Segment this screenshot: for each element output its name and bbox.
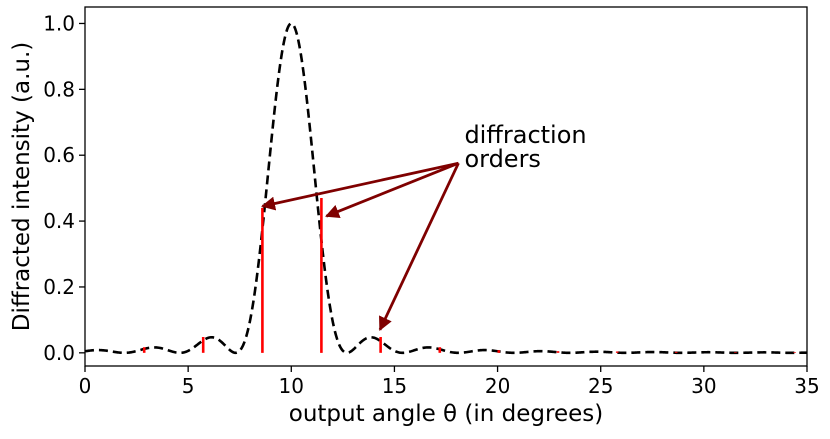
x-axis-label: output angle θ (in degrees) bbox=[289, 401, 604, 427]
annotation-arrow-2 bbox=[325, 161, 459, 218]
annotation-text: diffraction orders bbox=[464, 121, 586, 173]
plot-area: 0 5 10 15 20 25 30 35 0.0 0.2 0.4 0.6 0.8 1.0 diffract… bbox=[43, 6, 820, 398]
annotation-line-1: diffraction bbox=[464, 121, 586, 149]
annotation-arrow-1 bbox=[261, 161, 459, 211]
y-tick-label-0.4: 0.4 bbox=[43, 209, 75, 233]
y-tick-label-0.8: 0.8 bbox=[43, 77, 75, 101]
y-tick-label-1: 1.0 bbox=[43, 11, 75, 35]
x-tick-label-35: 35 bbox=[794, 374, 819, 398]
x-tick-label-0: 0 bbox=[79, 374, 92, 398]
x-tick-label-15: 15 bbox=[382, 374, 407, 398]
x-tick-label-30: 30 bbox=[691, 374, 716, 398]
y-tick-label-0.2: 0.2 bbox=[43, 275, 75, 299]
x-tick-label-25: 25 bbox=[588, 374, 613, 398]
x-tick-label-10: 10 bbox=[279, 374, 304, 398]
y-tick-label-0.6: 0.6 bbox=[43, 143, 75, 167]
y-axis-label: Diffracted intensity (a.u.) bbox=[9, 42, 35, 332]
annotation-arrow-3 bbox=[378, 162, 460, 332]
axes-frame bbox=[84, 6, 808, 367]
y-tick-label-0: 0.0 bbox=[43, 341, 75, 365]
annotation-line-2: orders bbox=[464, 145, 541, 173]
x-tick-label-20: 20 bbox=[485, 374, 510, 398]
x-tick-label-5: 5 bbox=[182, 374, 195, 398]
